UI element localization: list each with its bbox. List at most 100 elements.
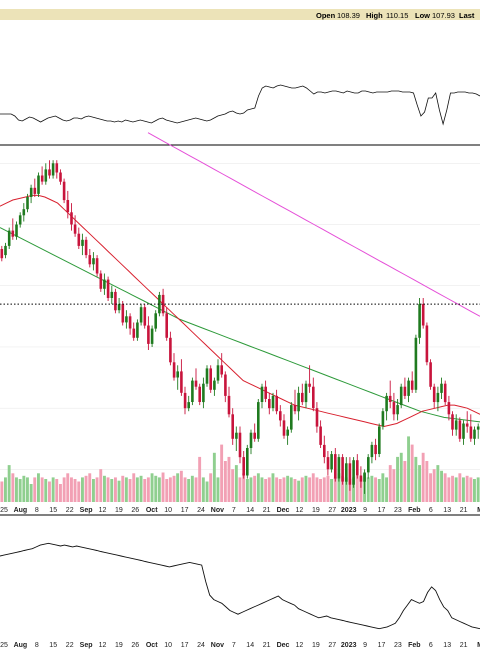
- candle-body: [150, 328, 154, 344]
- volume-bar: [260, 477, 264, 502]
- x-axis-tick-label: 22: [66, 507, 74, 514]
- volume-bar: [300, 477, 304, 502]
- volume-bar: [92, 479, 95, 502]
- candle-body: [385, 395, 388, 412]
- candle-body: [436, 392, 440, 403]
- candle-body: [205, 368, 209, 384]
- candle-body: [465, 423, 469, 427]
- candle-body: [213, 380, 216, 390]
- volume-bar: [143, 479, 147, 502]
- x-axis-lower-tick-label: 21: [460, 642, 468, 649]
- volume-bar: [55, 479, 59, 502]
- x-axis-lower-tick-label: Sep: [80, 642, 93, 649]
- candle-body: [128, 316, 132, 329]
- volume-bar: [337, 473, 341, 502]
- candle-body: [11, 230, 15, 237]
- candle-body: [110, 291, 114, 298]
- candle-body: [198, 386, 201, 402]
- candle-body: [476, 426, 480, 430]
- volume-bar: [399, 452, 403, 502]
- candle-body: [352, 460, 355, 485]
- volume-bar: [128, 479, 132, 502]
- x-axis-ticks-main: 25 Aug 8 15 22 Sep 12 19 26 Oct 10 17 24 Nov 7 14 21 Dec 1…: [0, 507, 480, 514]
- volume-bar: [421, 452, 425, 502]
- volume-bar: [22, 475, 26, 502]
- candle-body: [59, 172, 62, 182]
- candle-body: [473, 429, 476, 439]
- volume-bar: [308, 477, 312, 502]
- x-axis-tick-label: Oct: [146, 507, 158, 514]
- candle-body: [29, 187, 33, 197]
- candle-body: [117, 304, 121, 311]
- candle-body: [249, 432, 253, 448]
- volume-bar: [278, 479, 282, 502]
- candle-body: [231, 414, 234, 439]
- volume-bar: [84, 475, 88, 502]
- volume-bar: [311, 473, 315, 502]
- candle-body: [51, 163, 55, 176]
- volume-bar: [66, 473, 70, 502]
- header-ohlc: Open 108.39 High 110.15 Low 107.93 Last: [316, 11, 475, 20]
- candle-body: [268, 399, 271, 409]
- volume-bar: [70, 477, 73, 502]
- candle-body: [451, 414, 454, 430]
- candle-body: [238, 432, 242, 458]
- candle-body: [48, 169, 51, 176]
- x-axis-tick-label: Dec: [277, 507, 290, 514]
- candle-body: [165, 313, 168, 338]
- volume-bar: [18, 479, 22, 502]
- x-axis-tick-label: 12: [99, 507, 107, 514]
- high-value: 110.15: [386, 11, 408, 20]
- x-axis-tick-label: 8: [35, 507, 39, 514]
- volume-bar: [99, 469, 103, 502]
- x-axis-lower-tick-label: 27: [328, 642, 336, 649]
- low-label: Low: [415, 11, 430, 20]
- volume-bar: [179, 470, 183, 502]
- candle-body: [326, 457, 330, 470]
- candle-body: [26, 197, 29, 210]
- x-axis-tick-label: 19: [312, 507, 320, 514]
- volume-bar: [117, 480, 121, 502]
- volume-bar: [190, 475, 194, 502]
- candle-body: [176, 371, 179, 378]
- volume-bar: [0, 481, 4, 502]
- x-axis-lower-tick-label: 14: [246, 642, 254, 649]
- candle-body: [84, 239, 88, 256]
- volume-bar: [447, 477, 451, 502]
- x-axis-tick-label: Feb: [408, 507, 420, 514]
- volume-bar: [304, 475, 308, 502]
- volume-bar: [418, 465, 421, 502]
- candle-body: [139, 307, 143, 323]
- volume-bar: [440, 470, 443, 502]
- volume-bar: [297, 480, 301, 502]
- volume-bar: [220, 444, 224, 502]
- volume-bar: [124, 477, 128, 502]
- volume-bar: [154, 475, 158, 502]
- open-value: 108.39: [337, 11, 360, 20]
- volume-bar: [267, 477, 271, 502]
- x-axis-lower-tick-label: 26: [131, 642, 139, 649]
- candle-body: [469, 426, 473, 439]
- volume-bar: [88, 473, 92, 502]
- x-axis-lower-tick-label: Aug: [14, 642, 28, 649]
- volume-bar: [381, 473, 385, 502]
- candle-body: [106, 279, 110, 298]
- volume-bar: [209, 473, 213, 502]
- volume-bar: [7, 465, 11, 502]
- candle-body: [348, 463, 352, 485]
- x-axis-lower-tick-label: 17: [181, 642, 189, 649]
- candle-body: [297, 392, 300, 412]
- volume-bar: [443, 473, 447, 502]
- x-axis-lower-tick-label: 23: [394, 642, 402, 649]
- x-axis-lower-tick-label: Feb: [408, 642, 420, 649]
- volume-bar: [330, 479, 333, 502]
- x-axis-tick-label: 14: [246, 507, 254, 514]
- candle-body: [418, 304, 421, 338]
- candle-body: [367, 457, 370, 473]
- volume-bar: [352, 477, 355, 502]
- x-axis-lower-tick-label: 15: [49, 642, 57, 649]
- volume-bar: [425, 461, 429, 502]
- volume-bar: [242, 473, 246, 502]
- candle-body: [301, 392, 304, 403]
- volume-bar: [451, 475, 454, 502]
